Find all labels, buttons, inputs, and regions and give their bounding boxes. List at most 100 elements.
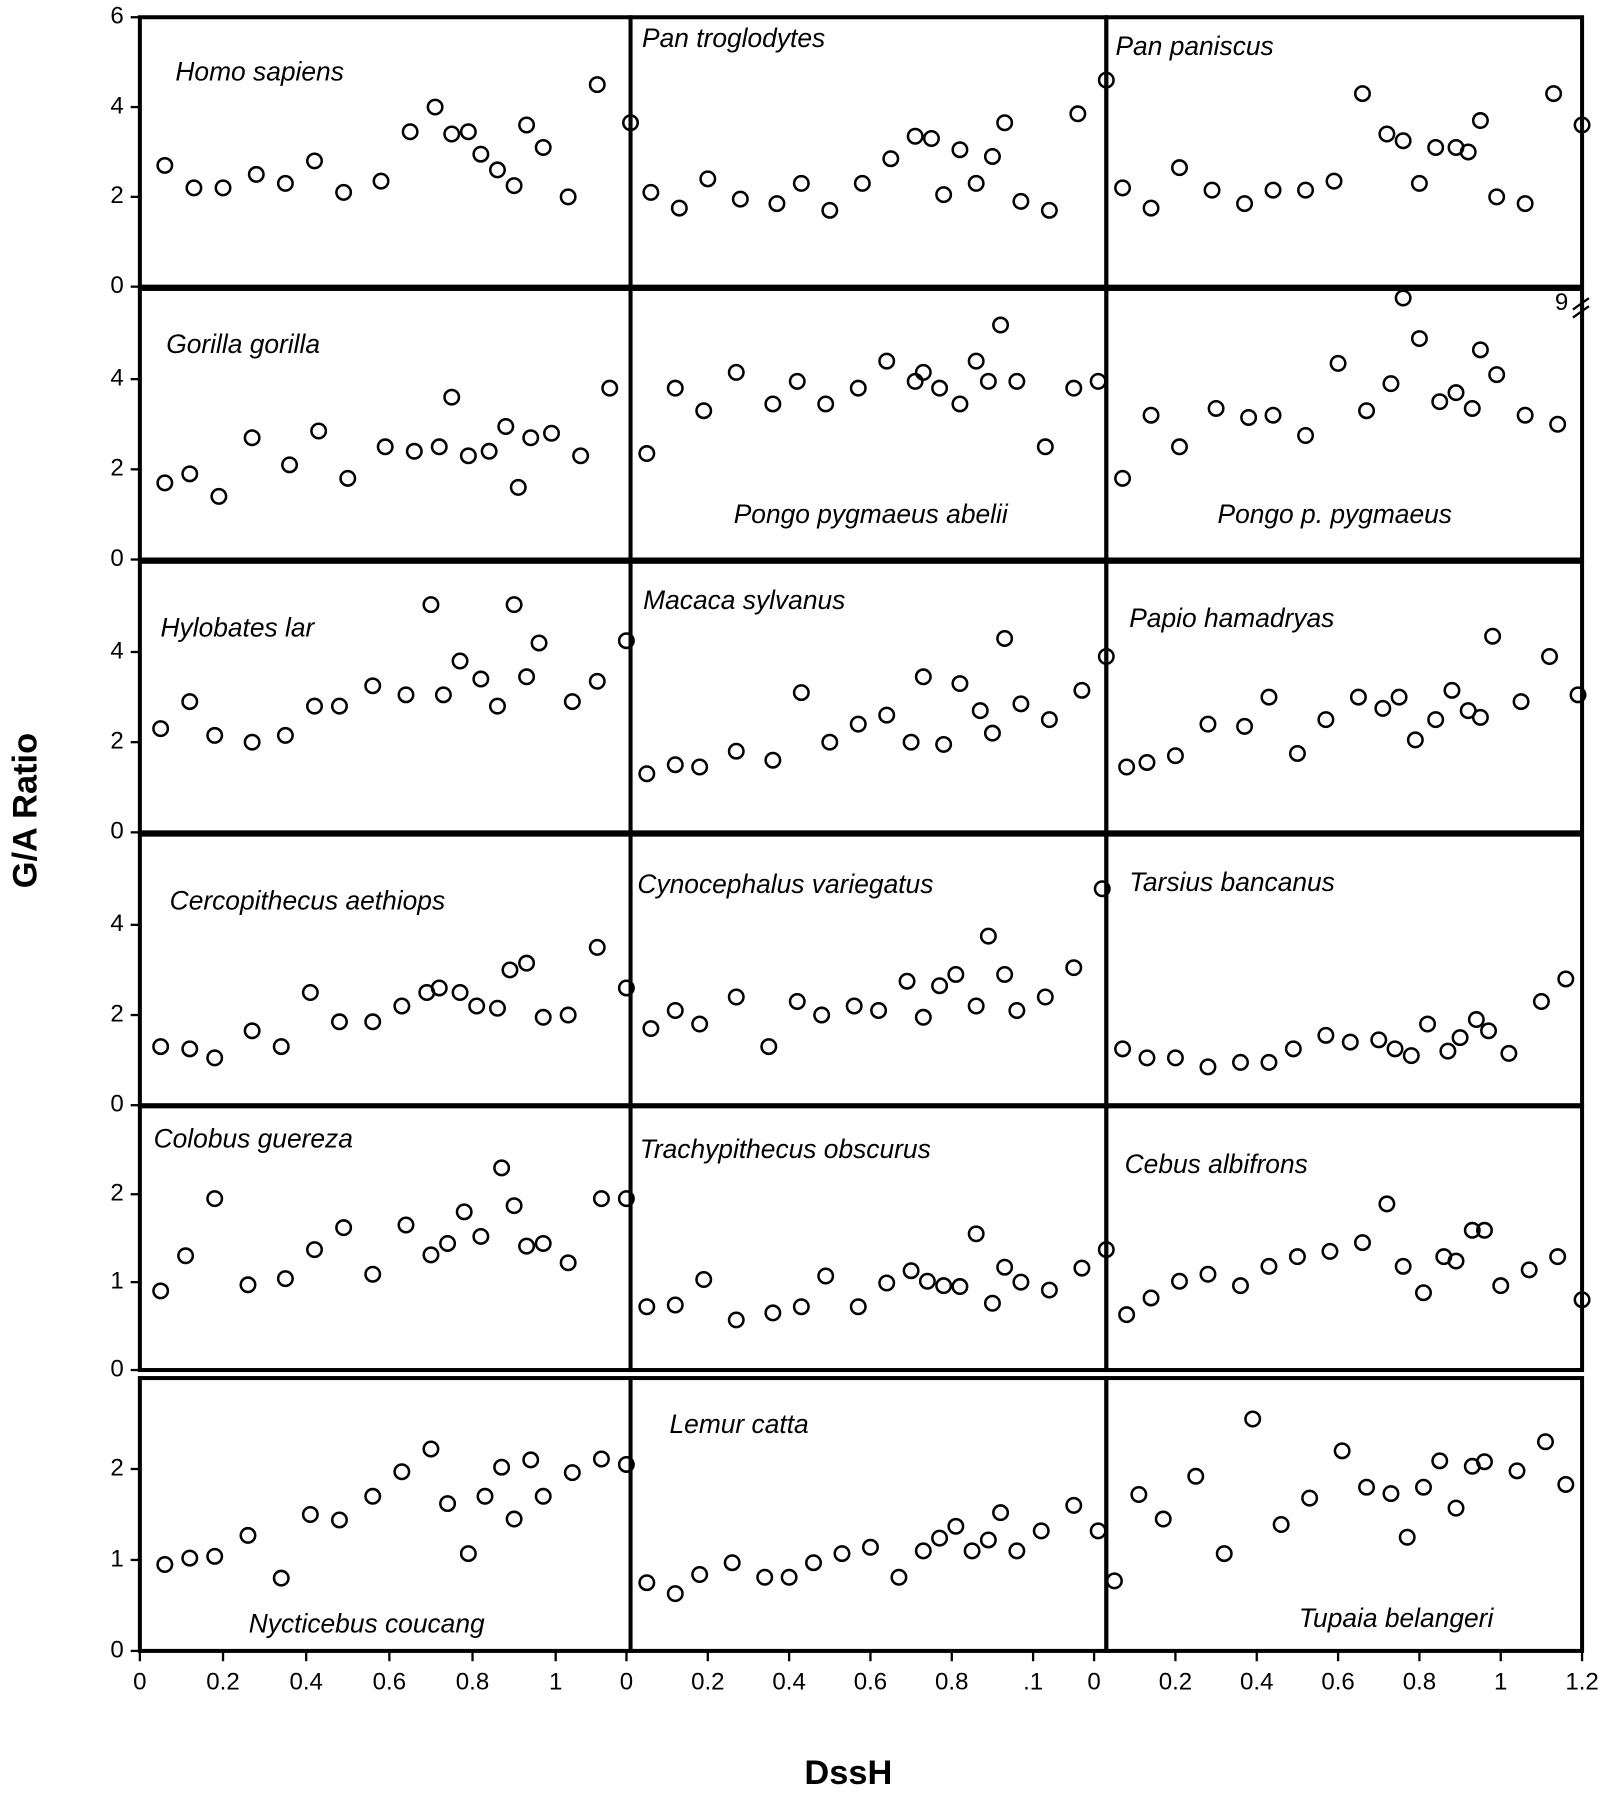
- data-point: [1171, 438, 1188, 456]
- data-point: [335, 1219, 353, 1237]
- data-point: [764, 1304, 782, 1322]
- data-point: [666, 756, 684, 774]
- data-point: [206, 726, 224, 744]
- data-point: [1171, 159, 1188, 177]
- data-point: [156, 474, 174, 492]
- data-point: [181, 465, 199, 483]
- data-point: [1349, 688, 1367, 706]
- x-tick-label: 0.6: [854, 1668, 887, 1695]
- data-point: [1105, 1572, 1123, 1590]
- data-point: [439, 1495, 457, 1513]
- panel-title: Cercopithecus aethiops: [170, 885, 445, 915]
- data-point: [979, 1531, 997, 1549]
- data-point: [1549, 1248, 1567, 1266]
- data-point: [1545, 85, 1563, 103]
- data-point: [764, 395, 782, 413]
- data-point: [1199, 1265, 1217, 1283]
- data-point: [488, 999, 506, 1017]
- data-point: [792, 684, 810, 702]
- data-point: [817, 395, 835, 413]
- data-point: [849, 1298, 867, 1316]
- data-point: [1488, 366, 1506, 384]
- data-point: [497, 418, 515, 435]
- data-point: [330, 1511, 348, 1529]
- data-point: [372, 172, 390, 190]
- data-point: [335, 183, 353, 201]
- x-tick-label: 0: [133, 1668, 146, 1695]
- data-point: [1471, 341, 1489, 359]
- x-tick-label: 0.8: [1403, 1668, 1436, 1695]
- data-point: [505, 177, 523, 195]
- data-point: [534, 1234, 552, 1252]
- data-point: [1130, 1485, 1148, 1503]
- data-point: [501, 961, 519, 979]
- data-point: [1114, 1040, 1132, 1058]
- data-point: [563, 693, 581, 711]
- data-point: [1240, 408, 1258, 426]
- data-point: [1398, 1528, 1416, 1546]
- data-point: [756, 1568, 774, 1586]
- panel-title: Pan paniscus: [1115, 31, 1273, 61]
- data-point: [1317, 711, 1335, 729]
- y-tick-label: 0: [110, 1091, 123, 1118]
- data-point: [439, 1234, 457, 1252]
- panel-frame: [1104, 1104, 1585, 1373]
- data-point: [902, 1262, 920, 1280]
- data-point: [488, 161, 506, 179]
- data-point: [1557, 970, 1575, 988]
- data-point: [339, 469, 357, 487]
- x-tick-label: 0.6: [1321, 1668, 1354, 1695]
- data-point: [1427, 711, 1445, 729]
- data-point: [792, 174, 810, 192]
- data-point: [1187, 1467, 1205, 1485]
- data-point: [393, 1463, 411, 1481]
- data-point: [493, 1458, 511, 1476]
- data-point: [951, 1278, 969, 1296]
- y-tick-label: 2: [110, 455, 123, 482]
- data-point: [727, 1311, 745, 1329]
- data-point: [1354, 85, 1371, 103]
- data-point: [156, 156, 174, 174]
- data-point: [983, 724, 1001, 742]
- data-point: [1008, 1002, 1026, 1019]
- data-point: [1284, 1040, 1302, 1058]
- data-point: [983, 1294, 1001, 1312]
- x-tick-label: 0: [620, 1668, 633, 1695]
- data-point: [699, 170, 717, 188]
- data-point: [898, 972, 916, 990]
- data-point: [505, 596, 523, 614]
- panel-title: Nycticebus coucang: [249, 1609, 485, 1639]
- data-point: [642, 183, 660, 201]
- data-point: [588, 672, 606, 690]
- data-point: [472, 1227, 490, 1245]
- panel-title: Cebus albifrons: [1125, 1149, 1308, 1179]
- data-point: [918, 1272, 936, 1290]
- data-point: [1414, 1284, 1432, 1302]
- data-point: [666, 1296, 684, 1314]
- data-point: [1325, 172, 1343, 190]
- y-tick-label: 0: [110, 272, 123, 299]
- data-point: [805, 1554, 823, 1572]
- data-point: [1199, 1058, 1217, 1076]
- panel-title: Pan troglodytes: [642, 23, 825, 53]
- data-point: [543, 424, 561, 442]
- data-point: [1341, 1033, 1359, 1051]
- x-axis-label: DssH: [804, 1754, 892, 1792]
- data-point: [1232, 1277, 1249, 1295]
- data-point: [1382, 375, 1400, 393]
- data-point: [1431, 393, 1449, 411]
- data-point: [1012, 1273, 1030, 1291]
- data-point: [967, 997, 985, 1015]
- y-tick-label: 2: [110, 1454, 123, 1481]
- panel-title: Tarsius bancanus: [1129, 867, 1335, 897]
- data-point: [1138, 1049, 1156, 1067]
- data-point: [935, 186, 953, 204]
- y-tick-label: 4: [110, 637, 123, 664]
- data-point: [243, 429, 261, 447]
- data-point: [1114, 179, 1132, 197]
- data-point: [1549, 415, 1567, 433]
- data-point: [1118, 758, 1136, 776]
- data-point: [1557, 1475, 1575, 1493]
- data-point: [947, 1517, 965, 1535]
- data-point: [1569, 686, 1587, 704]
